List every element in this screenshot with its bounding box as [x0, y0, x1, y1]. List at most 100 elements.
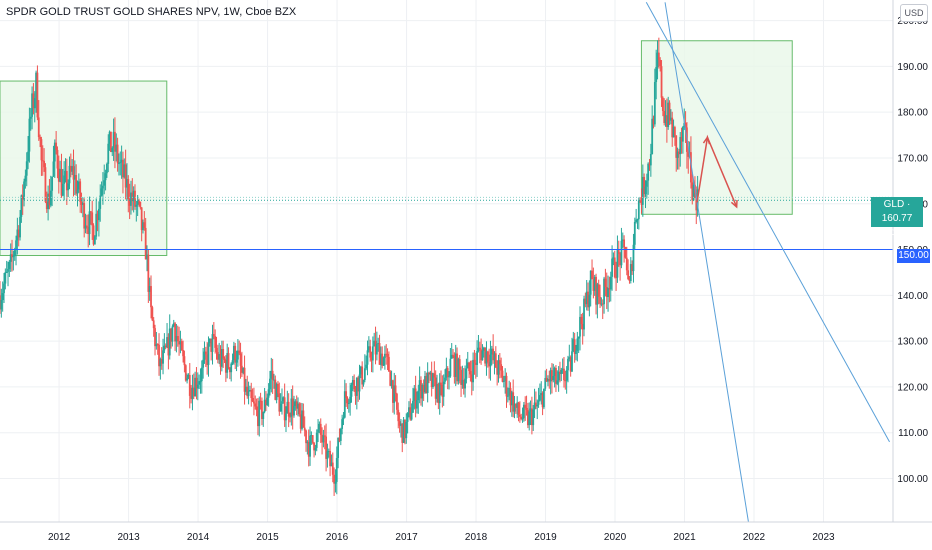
candle-body: [235, 359, 238, 363]
candle-body: [313, 442, 315, 451]
candle-body: [691, 182, 694, 201]
candle-body: [591, 270, 593, 280]
candle-body: [187, 375, 190, 379]
candle-body: [89, 211, 92, 213]
candle-body: [398, 421, 401, 426]
candle-body: [250, 390, 253, 399]
candle-body: [158, 344, 160, 367]
candle-body: [671, 117, 674, 138]
candle-body: [258, 400, 261, 427]
candle-body: [604, 278, 607, 287]
y-tick-label: 180.00: [897, 108, 928, 119]
candle-body: [249, 390, 251, 392]
candle-body: [28, 118, 31, 152]
candle-body: [345, 391, 348, 398]
candle-body: [286, 401, 289, 414]
candle-body: [501, 370, 504, 382]
candle-body: [436, 384, 438, 399]
time-scale[interactable]: [0, 522, 932, 550]
candle-body: [668, 102, 671, 121]
candle-body: [628, 279, 631, 281]
candle-body: [163, 345, 166, 351]
candle-body: [481, 350, 484, 361]
candle-body: [652, 118, 655, 125]
candle-body: [275, 384, 278, 400]
candle-body: [216, 352, 219, 360]
candle-body: [175, 336, 178, 342]
price-scale[interactable]: [893, 0, 932, 550]
candle-body: [404, 419, 406, 439]
candle-body: [116, 144, 119, 164]
candle-body: [325, 436, 327, 459]
candle-body: [170, 328, 172, 342]
candle-body: [553, 368, 556, 376]
candle-body: [408, 407, 410, 413]
candle-body: [494, 353, 497, 368]
candle-body: [35, 72, 37, 99]
candle-body: [564, 380, 567, 382]
candle-body: [502, 380, 505, 382]
candle-body: [617, 250, 620, 254]
candle-body: [146, 254, 148, 260]
x-tick-label: 2018: [465, 532, 488, 543]
candle-body: [641, 176, 644, 205]
candle-body: [637, 200, 640, 220]
candle-body: [339, 428, 342, 441]
candle-body: [166, 337, 168, 348]
candle-body: [97, 208, 100, 221]
candle-body: [621, 239, 624, 241]
candle-body: [267, 389, 270, 398]
candle-body: [541, 393, 544, 408]
candle-body: [644, 186, 647, 195]
candle-body: [561, 368, 564, 370]
candle-body: [24, 175, 27, 182]
candle-body: [269, 378, 271, 390]
candle-body: [334, 481, 337, 484]
candle-body: [33, 98, 36, 109]
candle-body: [474, 362, 477, 365]
candle-body: [159, 359, 162, 367]
candle-body: [678, 151, 680, 155]
candle-body: [279, 403, 282, 412]
candle-body: [581, 323, 584, 330]
candle-body: [486, 351, 489, 362]
candle-body: [559, 371, 561, 374]
candle-body: [476, 351, 479, 365]
candle-body: [64, 170, 67, 176]
x-tick-label: 2023: [812, 532, 835, 543]
candle-body: [95, 213, 98, 237]
y-tick-label: 100.00: [897, 474, 928, 485]
candle-body: [29, 116, 32, 119]
candle-body: [143, 222, 146, 228]
candle-body: [347, 403, 350, 405]
candle-body: [656, 52, 659, 68]
candle-body: [44, 167, 47, 202]
candle-body: [672, 127, 675, 138]
candle-body: [425, 375, 428, 393]
candle-body: [528, 411, 531, 426]
candle-body: [453, 355, 456, 377]
candle-body: [386, 353, 389, 357]
candle-body: [51, 176, 54, 191]
candle-body: [8, 261, 11, 269]
candle-body: [323, 435, 326, 437]
candle-body: [246, 386, 249, 397]
candle-body: [322, 435, 325, 443]
candle-body: [239, 353, 242, 366]
candle-body: [354, 389, 357, 396]
candle-body: [282, 397, 285, 402]
candle-body: [172, 323, 175, 327]
candle-body: [684, 123, 687, 128]
candle-body: [636, 219, 639, 221]
candle-body: [144, 227, 147, 260]
candle-body: [445, 368, 448, 378]
candle-body: [11, 254, 13, 258]
range-box: [640, 40, 793, 215]
candle-body: [575, 350, 577, 354]
candle-body: [224, 360, 227, 373]
currency-button[interactable]: USD: [900, 4, 928, 22]
candle-body: [434, 377, 437, 399]
candle-body: [87, 226, 90, 235]
candle-body: [687, 151, 690, 157]
